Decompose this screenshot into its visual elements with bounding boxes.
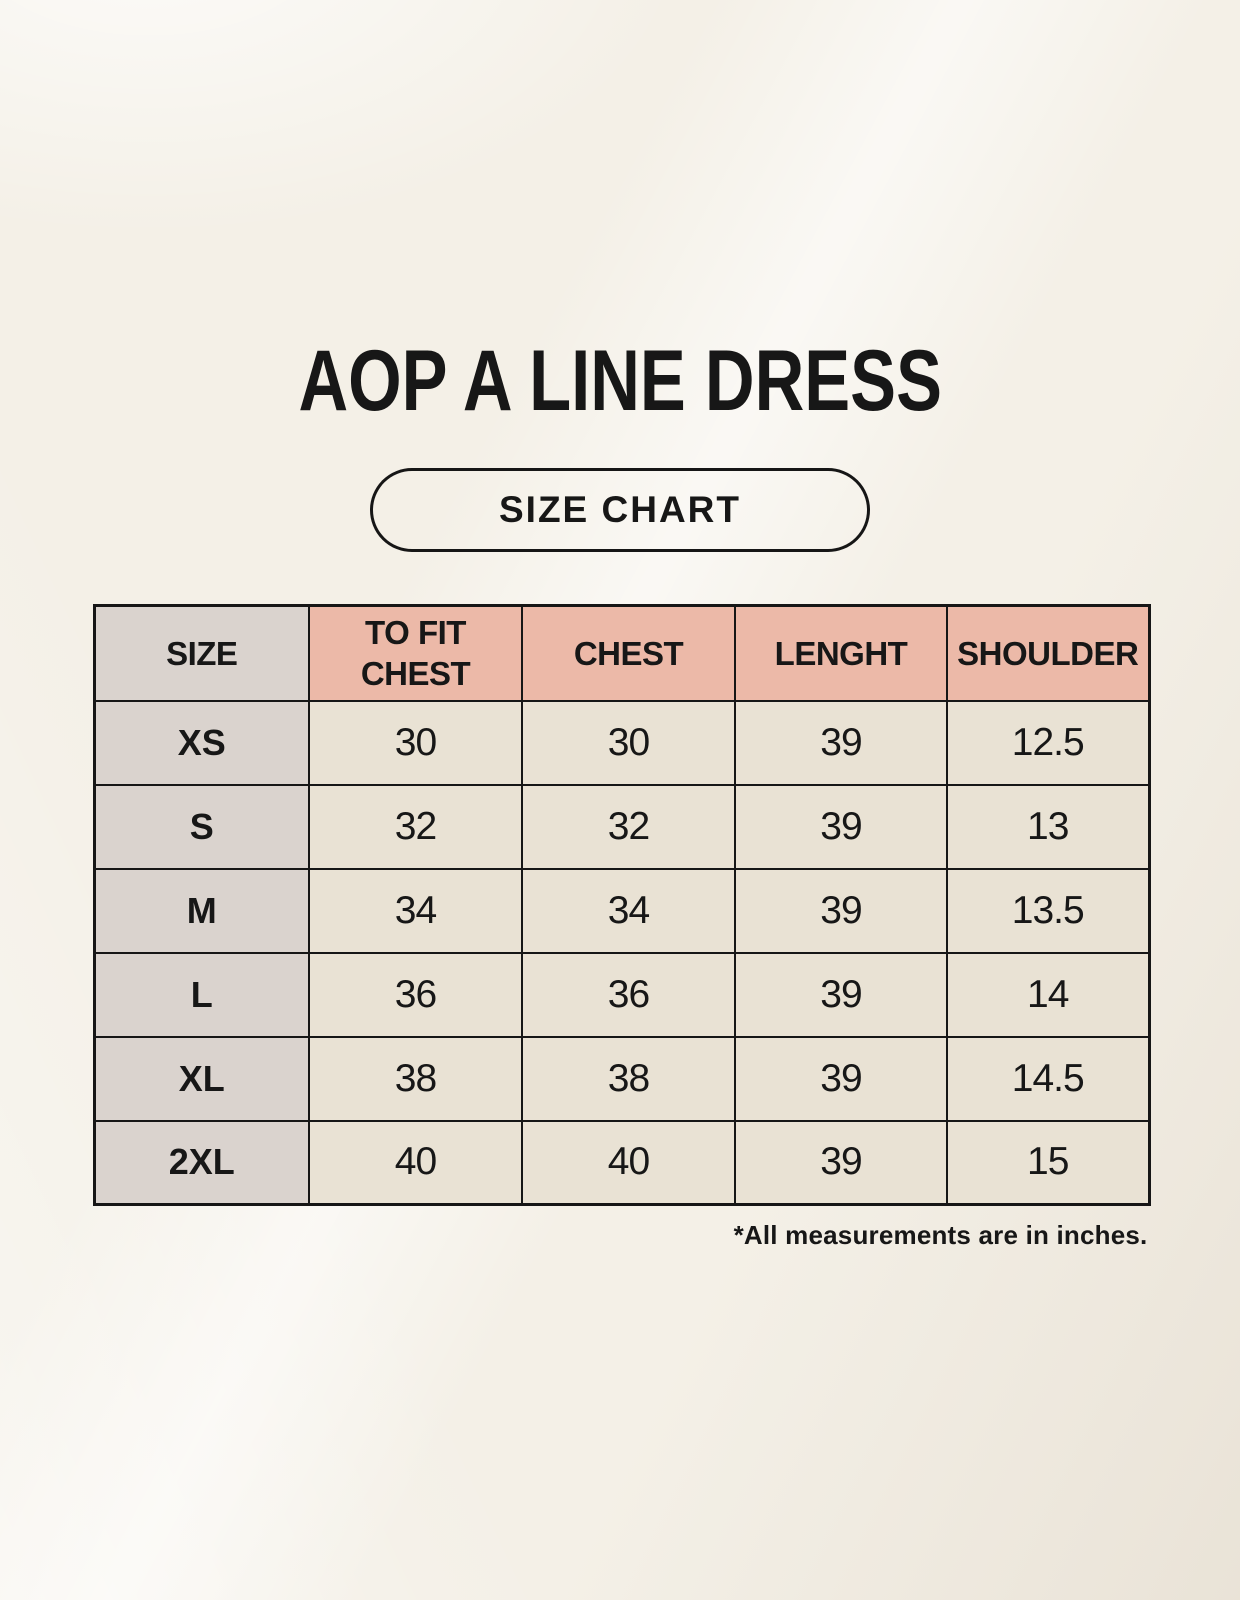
value-cell: 12.5 [946, 699, 1150, 786]
size-cell: S [93, 783, 310, 870]
header-row: SIZE TO FIT CHEST CHEST LENGHT SHOULDER [93, 604, 1150, 702]
size-cell: M [93, 867, 310, 954]
size-table-body: XS 30 30 39 12.5 S 32 32 39 13 M 34 34 39 13.5 L 36 36 39 1… [93, 699, 1150, 1206]
size-cell: L [93, 951, 310, 1038]
table-row: XS 30 30 39 12.5 [93, 699, 1150, 786]
header-cell-size: SIZE [93, 604, 310, 702]
value-cell: 39 [734, 951, 948, 1038]
size-chart-badge-label: SIZE CHART [499, 489, 741, 530]
value-cell: 30 [521, 699, 736, 786]
size-table-head: SIZE TO FIT CHEST CHEST LENGHT SHOULDER [93, 604, 1150, 702]
value-cell: 38 [308, 1035, 523, 1122]
measurements-footnote: *All measurements are in inches. [733, 1220, 1148, 1250]
size-cell: XL [93, 1035, 310, 1122]
value-cell: 39 [734, 1035, 948, 1122]
value-cell: 39 [734, 783, 948, 870]
size-cell: XS [93, 699, 310, 786]
value-cell: 40 [521, 1119, 736, 1206]
value-cell: 34 [308, 867, 523, 954]
value-cell: 39 [734, 699, 948, 786]
table-row: S 32 32 39 13 [93, 783, 1150, 870]
value-cell: 32 [308, 783, 523, 870]
size-table-wrap: SIZE TO FIT CHEST CHEST LENGHT SHOULDER XS 30… [92, 604, 1151, 1251]
header-cell: TO FIT CHEST [308, 604, 523, 702]
page-title: AOP A LINE DRESS [218, 338, 1022, 424]
size-cell: 2XL [93, 1119, 310, 1206]
header-cell: LENGHT [734, 604, 948, 702]
size-chart-badge: SIZE CHART [370, 468, 870, 552]
size-table: SIZE TO FIT CHEST CHEST LENGHT SHOULDER XS 30… [92, 604, 1151, 1206]
value-cell: 38 [521, 1035, 736, 1122]
table-row: XL 38 38 39 14.5 [93, 1035, 1150, 1122]
value-cell: 36 [308, 951, 523, 1038]
header-cell: SHOULDER [946, 604, 1150, 702]
table-row: M 34 34 39 13.5 [93, 867, 1150, 954]
table-row: 2XL 40 40 39 15 [93, 1119, 1150, 1206]
value-cell: 40 [308, 1119, 523, 1206]
value-cell: 39 [734, 1119, 948, 1206]
value-cell: 13 [946, 783, 1150, 870]
value-cell: 39 [734, 867, 948, 954]
header-cell: CHEST [521, 604, 736, 702]
value-cell: 13.5 [946, 867, 1150, 954]
value-cell: 36 [521, 951, 736, 1038]
table-row: L 36 36 39 14 [93, 951, 1150, 1038]
value-cell: 15 [946, 1119, 1150, 1206]
value-cell: 34 [521, 867, 736, 954]
value-cell: 30 [308, 699, 523, 786]
value-cell: 32 [521, 783, 736, 870]
value-cell: 14 [946, 951, 1150, 1038]
page-title-text: AOP A LINE DRESS [298, 333, 942, 429]
value-cell: 14.5 [946, 1035, 1150, 1122]
